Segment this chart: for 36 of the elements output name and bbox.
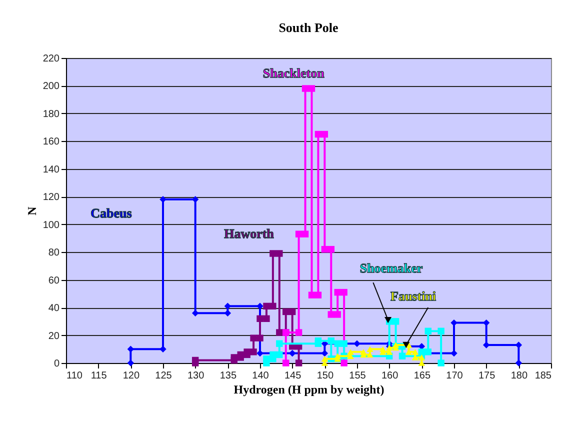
x-tick-label: 140 bbox=[252, 370, 270, 382]
text: Cabeus bbox=[90, 205, 132, 220]
y-axis-title: N bbox=[24, 206, 39, 216]
text: Shoemaker bbox=[360, 260, 423, 276]
y-tick-label: 20 bbox=[48, 330, 60, 342]
x-tick-label: 145 bbox=[284, 370, 302, 382]
y-tick-label: 160 bbox=[42, 136, 60, 148]
chart-title: South Pole bbox=[278, 20, 339, 35]
series-label: Shackleton bbox=[262, 65, 326, 80]
y-tick-label: 100 bbox=[42, 220, 60, 231]
x-tick-label: 120 bbox=[122, 370, 140, 382]
x-tick-label: 160 bbox=[381, 370, 399, 382]
y-tick-label: 140 bbox=[42, 164, 60, 176]
x-tick-label: 135 bbox=[220, 370, 237, 382]
text: Faustini bbox=[390, 288, 436, 304]
x-tick-label: 155 bbox=[349, 370, 366, 382]
x-tick-label: 175 bbox=[478, 370, 496, 382]
y-tick-label: 180 bbox=[42, 108, 60, 120]
x-tick-label: 130 bbox=[187, 370, 205, 382]
x-tick-label: 115 bbox=[90, 370, 108, 382]
y-tick-label: 40 bbox=[48, 303, 60, 314]
y-tick-label: 80 bbox=[48, 248, 60, 259]
y-tick-label: 220 bbox=[42, 54, 60, 64]
x-tick-label: 125 bbox=[155, 370, 172, 382]
y-tick-label: 0 bbox=[54, 358, 60, 370]
x-tick-label: 110 bbox=[66, 370, 83, 382]
x-tick-label: 150 bbox=[316, 370, 334, 382]
x-axis-title: Hydrogen (H ppm by weight) bbox=[234, 382, 384, 396]
y-tick-label: 60 bbox=[48, 275, 60, 286]
x-tick-label: 170 bbox=[446, 370, 464, 382]
y-tick-label: 200 bbox=[42, 81, 60, 92]
series-label: Haworth bbox=[224, 226, 275, 242]
y-tick-label: 120 bbox=[42, 192, 60, 204]
x-tick-label: 185 bbox=[534, 370, 552, 382]
x-tick-label: 165 bbox=[414, 370, 431, 382]
x-tick-label: 180 bbox=[510, 370, 528, 382]
